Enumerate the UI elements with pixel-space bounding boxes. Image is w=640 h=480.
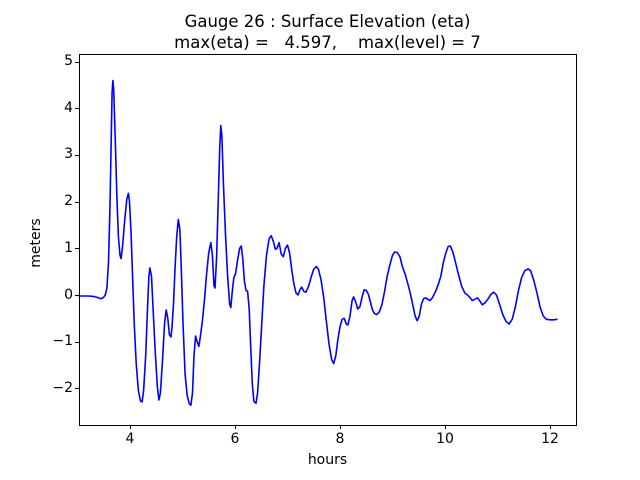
y-tick-label: 2 — [64, 193, 73, 210]
y-tick-label: 5 — [64, 53, 73, 70]
x-axis-label: hours — [307, 452, 348, 468]
x-tick-label: 8 — [335, 431, 345, 447]
series-line-eta — [78, 79, 558, 407]
chart-title: Gauge 26 : Surface Elevation (eta) — [184, 12, 471, 31]
y-tick-label: −2 — [52, 379, 73, 396]
x-tick-label: 4 — [125, 431, 135, 447]
y-tick-label: 4 — [64, 99, 73, 116]
x-tick-label: 10 — [436, 431, 454, 447]
y-tick-label: 0 — [64, 286, 73, 303]
y-tick-label: 3 — [64, 146, 73, 163]
x-tick-label: 6 — [230, 431, 240, 447]
y-tick-label: 1 — [64, 239, 73, 256]
y-tick-label: −1 — [52, 333, 73, 350]
x-tick-label: 12 — [541, 431, 559, 447]
axes-frame — [79, 54, 577, 426]
chart-subtitle: max(eta) = 4.597, max(level) = 7 — [174, 33, 481, 52]
